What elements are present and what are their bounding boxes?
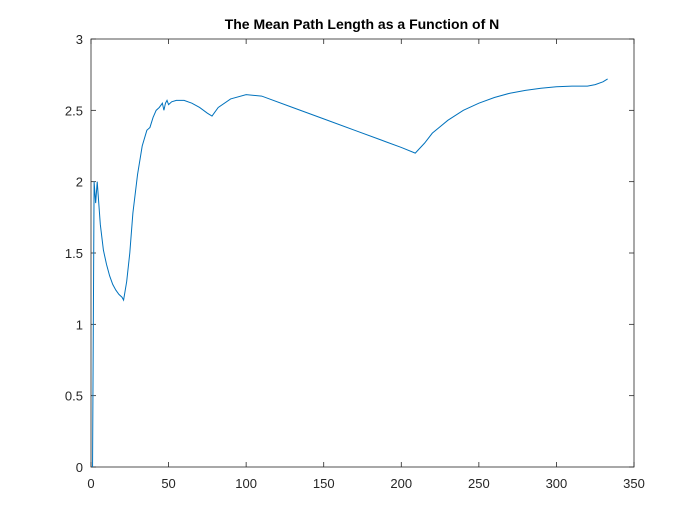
x-tick-label: 350	[623, 476, 645, 491]
y-tick-label: 2	[76, 175, 83, 190]
x-tick-label: 300	[546, 476, 568, 491]
plot-area	[90, 38, 635, 468]
x-tick-label: 250	[468, 476, 490, 491]
chart-title: The Mean Path Length as a Function of N	[225, 16, 500, 32]
y-tick-label: 1	[76, 317, 83, 332]
y-axis: 0 0.5 1 1.5 2 2.5 3	[65, 32, 634, 475]
x-tick-label: 0	[87, 476, 94, 491]
x-tick-label: 50	[161, 476, 175, 491]
y-tick-label: 0	[76, 460, 83, 475]
series-line	[92, 78, 608, 468]
y-tick-label: 2.5	[65, 103, 83, 118]
y-tick-label: 0.5	[65, 389, 83, 404]
x-axis: 0 50 100 150 200 250 300 350	[87, 39, 645, 491]
x-tick-label: 100	[235, 476, 257, 491]
x-tick-label: 200	[390, 476, 412, 491]
x-tick-label: 150	[313, 476, 335, 491]
y-tick-label: 3	[76, 32, 83, 47]
plot-frame	[90, 38, 635, 468]
y-tick-label: 1.5	[65, 246, 83, 261]
